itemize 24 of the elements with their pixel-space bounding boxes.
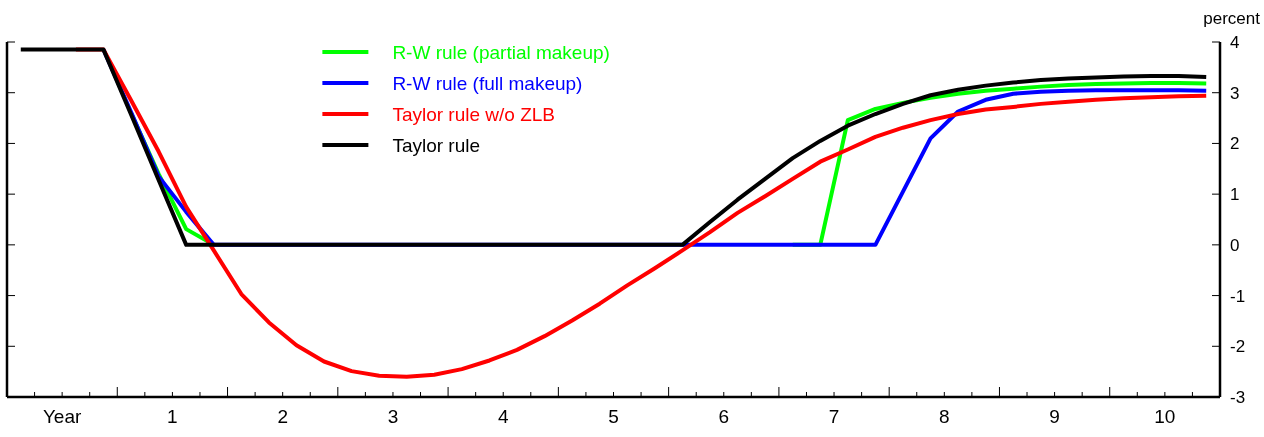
x-tick-label: Year xyxy=(42,406,82,427)
x-tick-label: 2 xyxy=(277,406,288,427)
x-tick-label: 7 xyxy=(828,406,840,427)
y-tick-label: 1 xyxy=(1230,185,1240,205)
y-tick-label: 2 xyxy=(1230,134,1240,154)
legend-label: Taylor rule xyxy=(392,134,481,156)
y-tick-label: -3 xyxy=(1230,387,1246,407)
y-tick-label: 3 xyxy=(1230,83,1240,103)
y-tick-label: 4 xyxy=(1230,32,1240,52)
y-axis-title: percent xyxy=(1203,9,1261,28)
x-tick-label: 3 xyxy=(387,406,399,427)
legend-label: Taylor rule w/o ZLB xyxy=(392,103,556,125)
x-tick-label: 5 xyxy=(608,406,619,427)
x-tick-label: 4 xyxy=(497,406,509,427)
x-tick-label: 10 xyxy=(1154,406,1176,427)
legend-label: R-W rule (full makeup) xyxy=(392,72,583,94)
y-tick-label: -1 xyxy=(1230,286,1246,306)
x-tick-label: 9 xyxy=(1049,406,1060,427)
x-tick-label: 1 xyxy=(167,406,178,427)
legend-label: R-W rule (partial makeup) xyxy=(392,41,610,63)
x-tick-label: 8 xyxy=(939,406,950,427)
y-tick-label: -2 xyxy=(1230,337,1246,357)
x-tick-label: 6 xyxy=(718,406,730,427)
y-tick-label: 0 xyxy=(1230,235,1240,255)
